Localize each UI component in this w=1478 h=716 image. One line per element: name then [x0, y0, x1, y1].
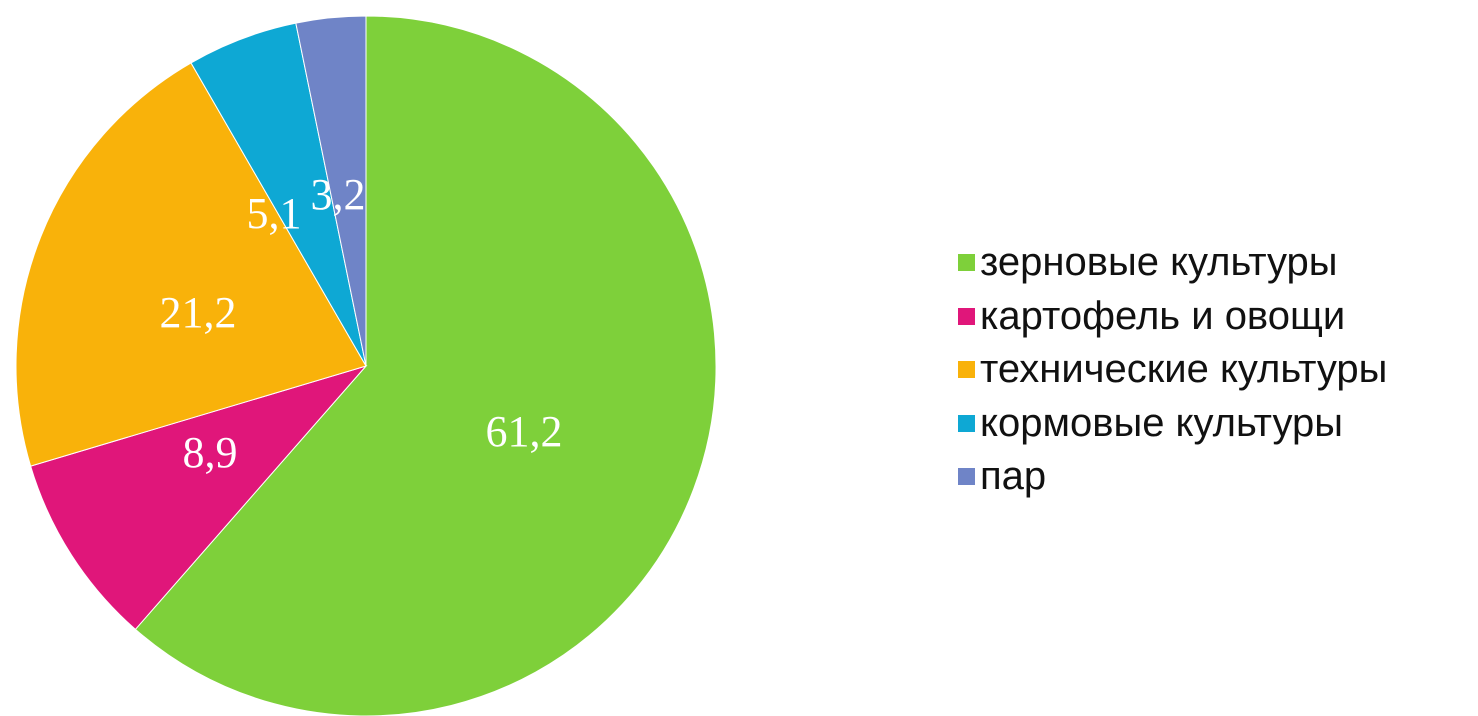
- legend-item-пар: пар: [958, 450, 1387, 504]
- pie-slice-картофель-и-овощи: [30, 365, 368, 631]
- data-label-зерновые-культуры: 61,2: [486, 407, 563, 456]
- pie-data-labels: 61,2 8,9 21,2 5,1 3,2: [160, 170, 563, 477]
- legend-swatch: [958, 414, 975, 432]
- legend-label: пар: [980, 454, 1047, 499]
- pie-slice-пар: [295, 15, 367, 367]
- legend-swatch: [958, 361, 975, 379]
- legend-label: картофель и овощи: [980, 293, 1346, 338]
- pie-slice-зерновые-культуры: [134, 15, 717, 716]
- data-label-кормовые-культуры: 5,1: [247, 189, 302, 238]
- legend-label: технические культуры: [980, 347, 1388, 392]
- legend-swatch: [958, 254, 975, 272]
- data-label-технические-культуры: 21,2: [160, 288, 237, 337]
- pie-slices: [15, 15, 717, 716]
- legend-label: зерновые культуры: [980, 240, 1338, 285]
- legend-item-технические-культуры: технические культуры: [958, 343, 1387, 397]
- legend-swatch: [958, 307, 975, 325]
- data-label-картофель-и-овощи: 8,9: [183, 428, 238, 477]
- legend-item-картофель-и-овощи: картофель и овощи: [958, 290, 1387, 344]
- pie-slice-технические-культуры: [15, 62, 367, 467]
- legend-item-кормовые-культуры: кормовые культуры: [958, 397, 1387, 451]
- data-label-пар: 3,2: [311, 170, 366, 219]
- legend-swatch: [958, 468, 975, 486]
- chart-legend: зерновые культуры картофель и овощи технич…: [958, 236, 1387, 504]
- legend-label: кормовые культуры: [980, 400, 1343, 445]
- legend-item-зерновые-культуры: зерновые культуры: [958, 236, 1387, 290]
